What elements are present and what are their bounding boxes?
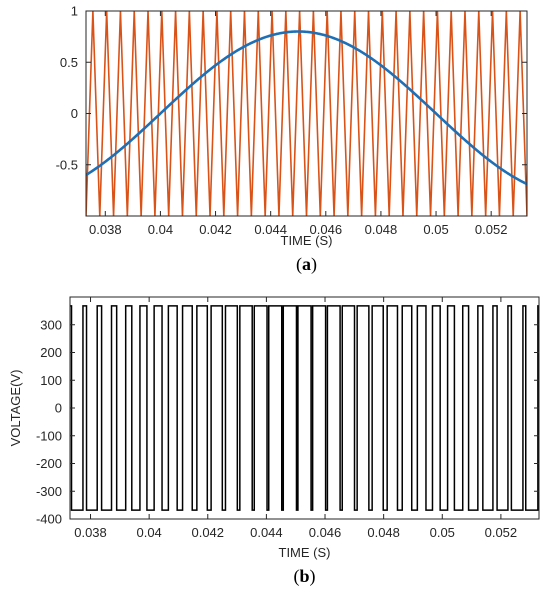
chart-b-panel-close: ): [310, 566, 316, 587]
chart-b-y-axis-label: VOLTAGE(V): [8, 370, 23, 447]
chart-a-series-carrier: [86, 11, 527, 216]
chart-a-y-tick-label: -0.5: [56, 157, 78, 172]
chart-b-x-tick-label: 0.052: [485, 525, 518, 540]
chart-b-x-axis-label: TIME (S): [279, 545, 331, 560]
chart-b-panel-open: (: [293, 566, 299, 587]
chart-a-x-tick-label: 0.042: [199, 222, 232, 237]
chart-b-plot-area: [70, 305, 539, 511]
chart-b-x-tick-label: 0.05: [430, 525, 455, 540]
chart-a-x-tick-label: 0.048: [365, 222, 398, 237]
chart-b-x-ticks: 0.038 0.04 0.042 0.044 0.046 0.048 0.05 0.052: [74, 297, 517, 540]
chart-b-x-tick-label: 0.048: [367, 525, 400, 540]
chart-a-panel-close: ): [311, 254, 317, 275]
chart-a-x-tick-label: 0.05: [423, 222, 448, 237]
chart-b-x-tick-label: 0.046: [309, 525, 342, 540]
chart-a-series-reference: [86, 30, 527, 186]
chart-b-y-tick-label: -100: [36, 428, 62, 443]
chart-b-y-tick-label: 100: [40, 373, 62, 388]
chart-b-panel-letter: b: [299, 566, 309, 586]
chart-b-x-tick-label: 0.042: [191, 525, 224, 540]
chart-b-x-tick-label: 0.044: [250, 525, 283, 540]
chart-a-x-ticks: 0.038 0.04 0.042 0.044 0.046 0.048 0.05 0.052: [89, 11, 507, 237]
chart-a-y-tick-label: 0.5: [60, 55, 78, 70]
chart-a-x-tick-label: 0.04: [148, 222, 173, 237]
chart-a: 0.038 0.04 0.042 0.044 0.046 0.048 0.05 0.052 1…: [56, 4, 528, 275]
chart-a-x-axis-label: TIME (S): [281, 233, 333, 248]
chart-a-y-tick-label: 0: [71, 106, 78, 121]
chart-b-panel-label: (b): [293, 566, 315, 587]
chart-b-x-tick-label: 0.04: [136, 525, 161, 540]
chart-b-y-tick-label: 300: [40, 317, 62, 332]
chart-a-panel-label: (a): [296, 254, 317, 275]
chart-b-y-tick-label: 200: [40, 345, 62, 360]
chart-a-plot-area: [86, 11, 527, 216]
chart-a-panel-open: (: [296, 254, 302, 275]
chart-a-y-tick-label: 1: [71, 4, 78, 19]
chart-b-series-pwm: [70, 305, 539, 511]
chart-b-y-tick-label: -300: [36, 484, 62, 499]
chart-b-x-tick-label: 0.038: [74, 525, 107, 540]
chart-b-y-ticks: 300 200 100 0 -100 -200 -300 -400: [36, 317, 539, 527]
chart-b: 0.038 0.04 0.042 0.044 0.046 0.048 0.05 0.052 3…: [8, 296, 540, 587]
chart-b-y-tick-label: 0: [55, 401, 62, 416]
chart-a-y-ticks: 1 0.5 0 -0.5: [56, 4, 527, 172]
chart-a-x-tick-label: 0.038: [89, 222, 122, 237]
chart-b-y-tick-label: -200: [36, 456, 62, 471]
chart-a-x-tick-label: 0.044: [254, 222, 287, 237]
chart-a-panel-letter: a: [302, 254, 311, 274]
chart-a-x-tick-label: 0.052: [475, 222, 508, 237]
chart-a-x-tick-label: 0.046: [310, 222, 343, 237]
chart-b-y-tick-label: -400: [36, 512, 62, 527]
